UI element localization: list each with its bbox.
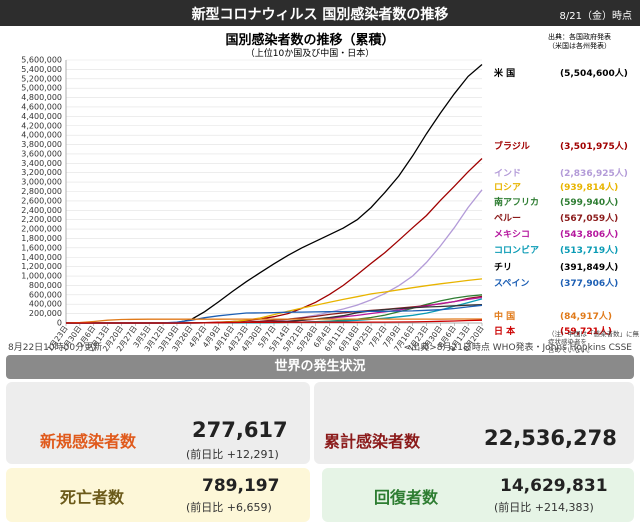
y-tick-label: 0 xyxy=(57,319,62,328)
legend-value: (2,836,925人) xyxy=(560,169,628,179)
china-note-line1: （注）中国は「感染者数」に無症状感染者を xyxy=(548,330,639,346)
y-tick-label: 5,000,000 xyxy=(21,84,62,93)
legend-label: 南アフリカ xyxy=(494,198,540,208)
source-note: 出典：各国政府発表 （米国は各州発表） xyxy=(548,33,611,51)
deaths-label: 死亡者数 xyxy=(60,488,125,507)
total-cases-panel: 累計感染者数 22,536,278 xyxy=(314,382,634,464)
recovered-panel: 回復者数 14,629,831 (前日比 +214,383) xyxy=(322,468,634,522)
new-cases-label: 新規感染者数 xyxy=(40,432,137,451)
update-time: 8月22日10時00分更新 xyxy=(8,343,103,353)
y-tick-label: 2,600,000 xyxy=(21,196,62,205)
recovered-label: 回復者数 xyxy=(374,488,439,507)
y-tick-label: 4,000,000 xyxy=(21,131,62,140)
deaths-panel: 死亡者数 789,197 (前日比 +6,659) xyxy=(6,468,310,522)
y-tick-label: 1,600,000 xyxy=(21,243,62,252)
line-chart: 0200,000400,000600,000800,0001,000,0001,… xyxy=(21,56,485,353)
legend-value: (513,719人) xyxy=(560,246,619,256)
y-tick-label: 600,000 xyxy=(29,290,62,299)
series-line xyxy=(66,64,483,324)
legend-label: インド xyxy=(494,169,522,179)
legend-value: (59,721人) xyxy=(560,327,612,337)
series-line xyxy=(65,318,482,324)
legend-value: (939,814人) xyxy=(560,183,619,193)
legend-label: ブラジル xyxy=(494,142,530,152)
recovered-diff: (前日比 +214,383) xyxy=(494,501,594,514)
legend-value: (84,917人) xyxy=(560,312,612,322)
series-line xyxy=(66,319,483,324)
legend-value: (377,906人) xyxy=(560,279,619,289)
y-tick-label: 2,400,000 xyxy=(21,206,62,215)
deaths-diff: (前日比 +6,659) xyxy=(186,501,272,514)
source-note-line2: （米国は各州発表） xyxy=(548,42,611,50)
new-cases-value: 277,617 xyxy=(192,418,288,442)
legend-label: ロシア xyxy=(494,183,522,193)
y-tick-label: 1,000,000 xyxy=(21,272,62,281)
legend-label: スペイン xyxy=(494,279,530,289)
legend-value: (5,504,600人) xyxy=(560,69,628,79)
new-cases-diff: (前日比 +12,291) xyxy=(186,448,279,461)
y-tick-label: 3,600,000 xyxy=(21,149,62,158)
new-cases-panel: 新規感染者数 277,617 (前日比 +12,291) xyxy=(6,382,310,464)
y-tick-label: 5,200,000 xyxy=(21,74,62,83)
page-title: 新型コロナウィルス 国別感染者数の推移 xyxy=(191,7,449,23)
header-date: 8/21（金）時点 xyxy=(559,11,632,22)
y-tick-label: 1,800,000 xyxy=(21,234,62,243)
y-tick-label: 4,400,000 xyxy=(21,112,62,121)
legend-label: 中 国 xyxy=(494,312,516,322)
legend-label: メキシコ xyxy=(494,230,531,240)
y-tick-label: 2,000,000 xyxy=(21,225,62,234)
legend-label: ペルー xyxy=(494,214,522,224)
legend-value: (599,940人) xyxy=(560,198,619,208)
china-note: （注）中国は「感染者数」に無症状感染者を 含めていない。 xyxy=(548,330,640,354)
y-tick-label: 800,000 xyxy=(29,281,62,290)
chart-title: 国別感染者数の推移（累積） xyxy=(225,33,395,48)
chart-subtitle: （上位10か国及び中国・日本） xyxy=(245,49,375,59)
legend-label: コロンビア xyxy=(494,246,540,256)
series-line xyxy=(66,189,483,324)
y-tick-label: 5,600,000 xyxy=(21,56,62,65)
header-bar: 新型コロナウィルス 国別感染者数の推移 8/21（金）時点 xyxy=(0,0,640,26)
deaths-value: 789,197 xyxy=(202,476,280,496)
legend-value: (567,059人) xyxy=(560,214,619,224)
y-tick-label: 4,600,000 xyxy=(21,102,62,111)
y-tick-label: 200,000 xyxy=(29,309,62,318)
y-tick-label: 3,000,000 xyxy=(21,178,62,187)
legend-label: 日 本 xyxy=(494,327,516,337)
section-title: 世界の発生状況 xyxy=(6,355,634,379)
source-note-line1: 出典：各国政府発表 xyxy=(548,33,611,41)
legend-value: (391,849人) xyxy=(560,263,619,273)
y-tick-label: 1,400,000 xyxy=(21,253,62,262)
total-cases-label: 累計感染者数 xyxy=(324,432,421,451)
legend-value: (3,501,975人) xyxy=(560,142,628,152)
total-cases-value: 22,536,278 xyxy=(484,426,617,450)
y-tick-label: 400,000 xyxy=(29,300,62,309)
legend-label: 米 国 xyxy=(494,69,516,79)
y-tick-label: 2,800,000 xyxy=(21,187,62,196)
legend-label: チリ xyxy=(494,263,513,273)
y-tick-label: 5,400,000 xyxy=(21,65,62,74)
recovered-value: 14,629,831 xyxy=(500,476,608,496)
y-tick-label: 3,800,000 xyxy=(21,140,62,149)
y-tick-label: 1,200,000 xyxy=(21,262,62,271)
legend-value: (543,806人) xyxy=(560,230,619,240)
y-tick-label: 4,200,000 xyxy=(21,121,62,130)
series-line xyxy=(66,158,483,324)
y-tick-label: 3,200,000 xyxy=(21,168,62,177)
y-tick-label: 3,400,000 xyxy=(21,159,62,168)
data-source: <出典>8月21日時点 WHO発表・Johns Hopkins CSSE xyxy=(403,343,632,353)
china-note-line2: 含めていない。 xyxy=(548,346,594,354)
y-tick-label: 4,800,000 xyxy=(21,93,62,102)
y-tick-label: 2,200,000 xyxy=(21,215,62,224)
